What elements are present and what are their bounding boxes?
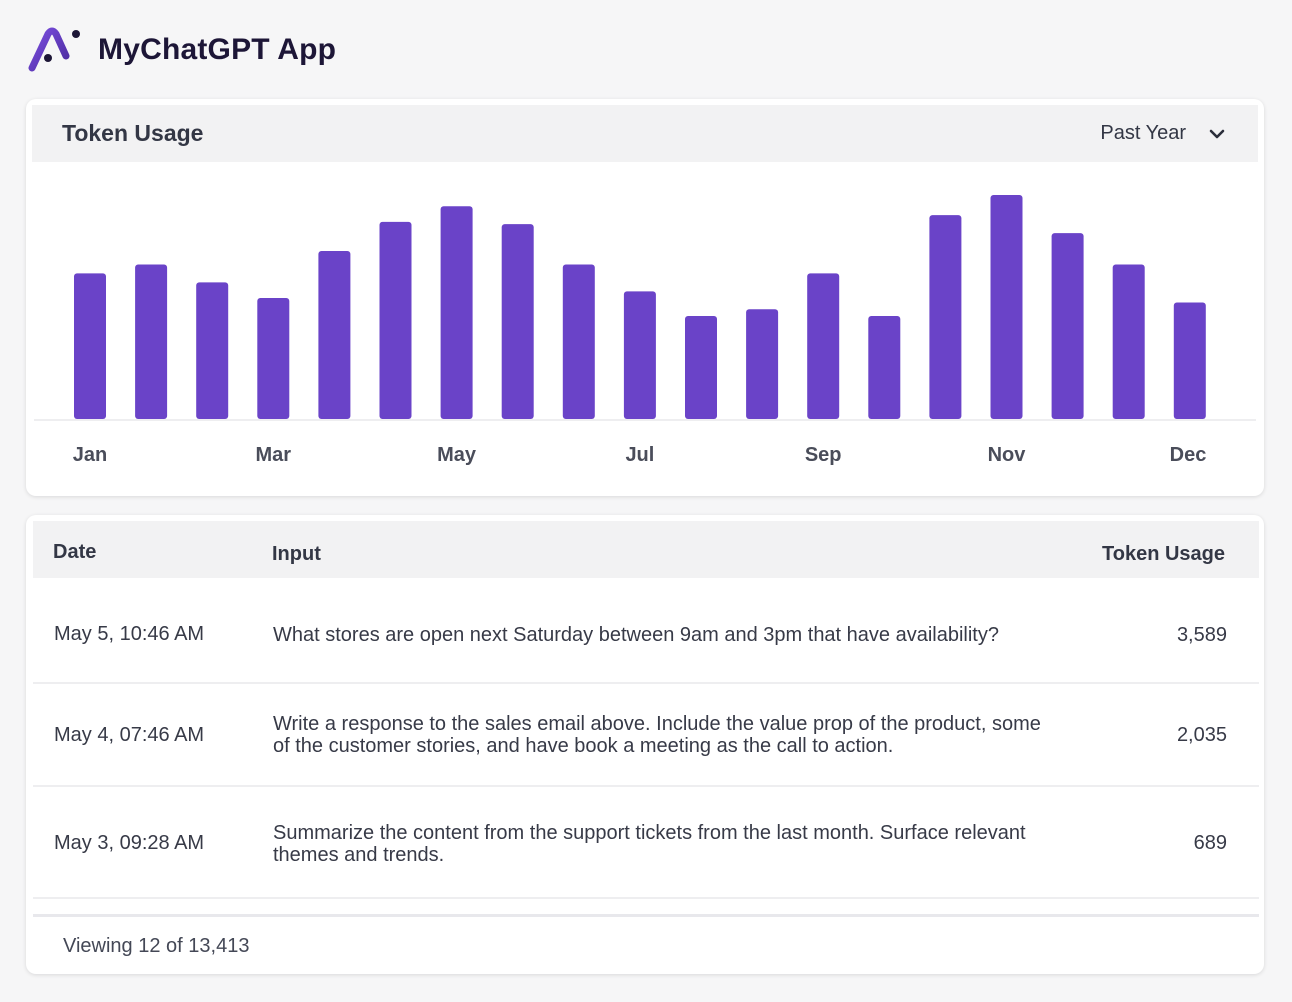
chevron-down-icon: [1209, 129, 1225, 138]
x-tick-label: Sep: [805, 444, 842, 466]
chart-bar[interactable]: [501, 224, 534, 419]
chart-bar[interactable]: [868, 315, 901, 419]
app-header: MyChatGPT App: [28, 26, 336, 74]
x-tick-label: Nov: [988, 444, 1027, 466]
chart-bar[interactable]: [74, 273, 106, 419]
chart-bar[interactable]: [1173, 302, 1206, 419]
row-input: Write a response to the sales email abov…: [273, 713, 1041, 757]
chart-bar[interactable]: [196, 282, 229, 419]
table-row[interactable]: May 5, 10:46 AM What stores are open nex…: [33, 578, 1259, 684]
row-token-usage: 2,035: [1176, 724, 1227, 746]
row-input: What stores are open next Saturday betwe…: [273, 624, 999, 646]
token-usage-chart-card: Token Usage Past Year Jan Mar May Jul Sep Nov…: [26, 99, 1264, 496]
chart-bar[interactable]: [685, 315, 717, 419]
row-date: May 5, 10:46 AM: [54, 623, 205, 645]
time-range-dropdown[interactable]: Past Year: [1100, 122, 1226, 145]
row-date: May 3, 09:28 AM: [54, 832, 205, 854]
time-range-value: Past Year: [1100, 122, 1186, 144]
table-row[interactable]: May 4, 07:46 AM Write a response to the …: [33, 684, 1259, 787]
column-header-token-usage[interactable]: Token Usage: [1102, 543, 1225, 565]
row-input: Summarize the content from the support t…: [273, 822, 1026, 866]
chart-bar[interactable]: [135, 264, 168, 419]
column-header-date[interactable]: Date: [53, 541, 97, 563]
chart-bar[interactable]: [379, 221, 412, 419]
table-body: May 5, 10:46 AM What stores are open nex…: [33, 578, 1259, 899]
chart-bar[interactable]: [1112, 264, 1145, 419]
table-row[interactable]: May 3, 09:28 AM Summarize the content fr…: [33, 787, 1259, 899]
chart-bar[interactable]: [990, 195, 1023, 419]
x-tick-label: Mar: [256, 444, 292, 466]
chart-bar[interactable]: [318, 251, 351, 419]
chart-bar[interactable]: [440, 206, 473, 419]
token-usage-bar-chart: Jan Mar May Jul Sep Nov Dec: [34, 195, 1256, 466]
chart-bar[interactable]: [623, 291, 656, 419]
chart-bar[interactable]: [257, 298, 290, 419]
row-token-usage: 689: [1193, 832, 1227, 854]
x-tick-label: May: [437, 444, 477, 466]
column-header-input[interactable]: Input: [272, 543, 321, 565]
pagination-status: Viewing 12 of 13,413: [63, 935, 250, 957]
table-footer: Viewing 12 of 13,413: [33, 914, 1259, 974]
ai-logo-icon: [28, 27, 80, 72]
chart-title: Token Usage: [62, 120, 204, 146]
x-tick-label: Jul: [625, 444, 654, 466]
usage-table-card: Date Input Token Usage May 5, 10:46 AM W…: [26, 515, 1264, 974]
chart-bar[interactable]: [562, 264, 595, 419]
x-tick-label: Jan: [73, 444, 107, 466]
chart-bar[interactable]: [1051, 233, 1084, 419]
chart-header: Token Usage Past Year: [32, 105, 1258, 162]
chart-bar[interactable]: [807, 273, 840, 419]
row-date: May 4, 07:46 AM: [54, 724, 205, 746]
app-title: MyChatGPT App: [98, 33, 337, 66]
x-tick-label: Dec: [1170, 444, 1207, 466]
row-token-usage: 3,589: [1176, 624, 1227, 646]
table-header: Date Input Token Usage: [33, 521, 1259, 578]
chart-bar[interactable]: [929, 215, 962, 419]
chart-bar[interactable]: [746, 309, 779, 419]
